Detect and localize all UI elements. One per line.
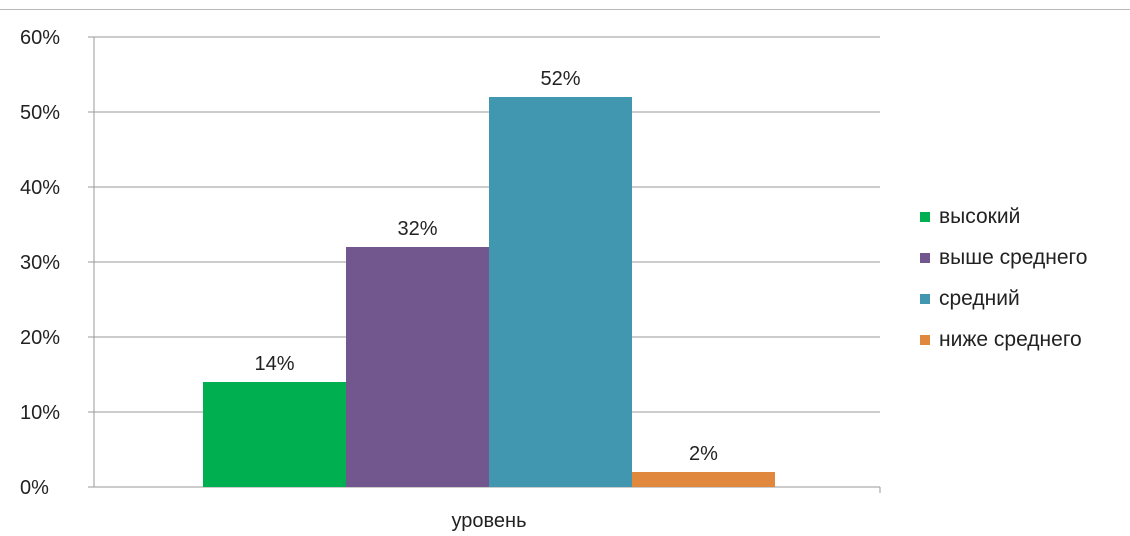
legend-swatch-nizhe-srednego [920, 334, 930, 345]
legend-item-vyshe-srednego: выше среднего [920, 237, 1125, 278]
bar-3 [489, 97, 632, 487]
y-tick-label-3: 30% [20, 252, 60, 274]
y-tick-label-2: 20% [20, 327, 60, 349]
legend-item-vysokiy: высокий [920, 196, 1125, 237]
legend-swatch-vysokiy [920, 211, 930, 222]
y-tick-label-0: 0% [20, 477, 49, 499]
legend-label-vysokiy: высокий [939, 204, 1021, 228]
bar-2 [346, 247, 489, 487]
legend-label-sredniy: средний [939, 286, 1020, 310]
y-tick-label-4: 40% [20, 177, 60, 199]
legend-item-nizhe-srednego: ниже среднего [920, 319, 1125, 360]
data-label-2: 32% [397, 218, 437, 240]
top-border-line [0, 9, 1130, 10]
legend-swatch-sredniy [920, 293, 930, 304]
legend-item-sredniy: средний [920, 278, 1125, 319]
chart-legend: высокий выше среднего средний ниже средн… [920, 196, 1125, 360]
data-label-3: 52% [540, 68, 580, 90]
legend-label-vyshe-srednego: выше среднего [939, 245, 1088, 269]
legend-swatch-vyshe-srednego [920, 252, 930, 263]
data-label-1: 14% [254, 353, 294, 375]
bar-1 [203, 382, 346, 487]
y-tick-label-6: 60% [20, 27, 60, 49]
y-tick-label-5: 50% [20, 102, 60, 124]
bar-4 [632, 472, 775, 487]
x-category-label: уровень [451, 510, 526, 532]
y-tick-label-1: 10% [20, 402, 60, 424]
legend-label-nizhe-srednego: ниже среднего [939, 327, 1082, 351]
data-label-4: 2% [689, 443, 718, 465]
